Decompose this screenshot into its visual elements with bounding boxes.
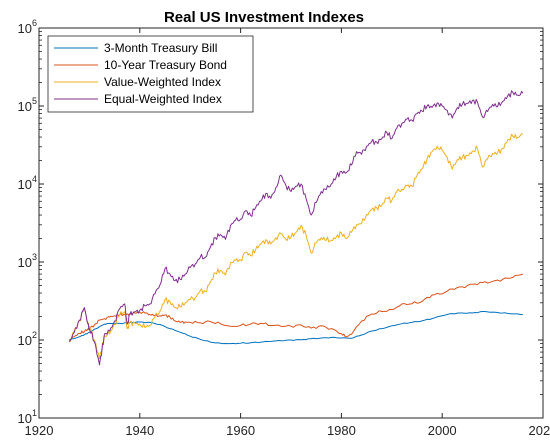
series-line-equal-weighted-index (68, 90, 524, 366)
plot-lines (68, 90, 524, 366)
x-tick-label: 2000 (428, 423, 457, 438)
legend-label: Equal-Weighted Index (104, 92, 222, 106)
y-tick-label: 101 (18, 408, 37, 426)
x-tick-label: 1920 (25, 423, 54, 438)
legend-label: 10-Year Treasury Bond (104, 58, 227, 72)
y-tick-label: 105 (18, 96, 37, 114)
x-tick-label: 1980 (327, 423, 356, 438)
y-tick-label: 106 (18, 18, 37, 36)
series-line-3-month-treasury-bill (68, 311, 523, 345)
y-tick-label: 102 (18, 330, 37, 348)
x-tick-label: 1940 (125, 423, 154, 438)
x-axis: 1920 1940 1960 1980 2000 2020 (25, 28, 550, 438)
y-tick-label: 103 (18, 252, 37, 270)
y-axis: 101 102 103 104 105 106 (18, 18, 543, 426)
x-tick-label: 1960 (226, 423, 255, 438)
x-tick-label: 2020 (529, 423, 550, 438)
y-tick-label: 104 (18, 174, 37, 192)
series-line-value-weighted-index (68, 133, 523, 359)
chart-title: Real US Investment Indexes (164, 9, 364, 26)
legend-label: 3-Month Treasury Bill (104, 41, 217, 55)
legend-label: Value-Weighted Index (104, 75, 221, 89)
legend: 3-Month Treasury Bill 10-Year Treasury Bo… (47, 35, 254, 113)
series-line-10-year-treasury-bond (68, 273, 523, 342)
plot-frame (38, 27, 544, 419)
